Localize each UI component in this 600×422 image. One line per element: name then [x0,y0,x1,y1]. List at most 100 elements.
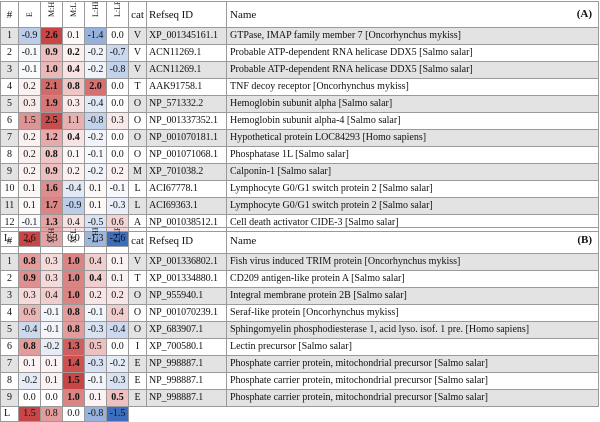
panel-label: (B) [577,234,592,246]
category-cell: E [128,389,147,407]
heat-cell: 0.4 [62,61,85,79]
header-col-3: L:HR [84,227,107,254]
heat-cell: 0.1 [40,355,63,373]
refseq-cell: NP_998887.1 [146,372,227,390]
row-index: 6 [0,338,19,356]
heat-cell: 0.2 [84,287,107,305]
category-cell: T [128,270,147,288]
header-row: # E M:HR M:LR L:HR L:LR cat Refseq ID Name (B) [0,227,599,254]
heat-cell: 1.2 [40,129,63,147]
row-index: 5 [0,95,19,113]
heat-cell: 0.3 [106,112,129,130]
heat-cell: 0.2 [62,163,85,181]
heat-cell: 0.0 [106,338,129,356]
column-label: M:LR [68,227,78,244]
refseq-cell: NP_001070239.1 [146,304,227,322]
name-cell: Hypothetical protein LOC84293 [Homo sapi… [226,129,599,147]
table-row: 5 0.3 1.9 0.3 -0.4 0.0 O NP_571332.2 Hemoglobin … [0,95,599,113]
header-col-2: M:LR [62,227,85,254]
row-index: 1 [0,27,19,45]
heat-cell: 1.5 [62,372,85,390]
refseq-cell: XP_701038.2 [146,163,227,181]
row-index: 1 [0,253,19,271]
refseq-cell: ACI69363.1 [146,197,227,215]
heat-cell: -0.4 [18,321,41,339]
legend-row: L 1.5 0.8 0.0 -0.8 -1.5 [0,406,599,422]
category-cell: V [128,61,147,79]
table-row: 3 0.3 0.4 1.0 0.2 0.2 O NP_955940.1 Integral mem… [0,287,599,305]
header-row: # E M:HR M:LR L:HR L:LR cat Refseq ID Name (A) [0,1,599,28]
category-cell: V [128,253,147,271]
heat-cell: 0.1 [62,27,85,45]
row-index: 9 [0,389,19,407]
heat-cell: -0.9 [18,27,41,45]
heat-cell: -0.2 [84,61,107,79]
panel-a-table: # E M:HR M:LR L:HR L:LR cat Refseq ID Name (A) 1 -0… [0,1,599,247]
legend-cell: 0.0 [62,406,85,422]
header-name: Name (A) [226,1,599,28]
table-row: 2 -0.1 0.9 0.2 -0.2 -0.7 V ACN11269.1 Probable A… [0,44,599,62]
heat-cell: 0.6 [18,304,41,322]
category-cell: O [128,321,147,339]
category-cell: E [128,372,147,390]
row-index: 11 [0,197,19,215]
table-row: 2 0.9 0.3 1.0 0.4 0.1 T XP_001334880.1 CD209 ant… [0,270,599,288]
heat-cell: 1.6 [40,180,63,198]
heat-cell: 1.3 [62,338,85,356]
heat-cell: -0.2 [84,129,107,147]
heat-cell: 0.8 [18,253,41,271]
heat-cell: 0.3 [40,270,63,288]
column-label: L:LR [112,227,122,244]
heat-cell: 2.6 [40,27,63,45]
table-row: 9 0.2 0.9 0.2 -0.2 0.2 M XP_701038.2 Calponin-1 … [0,163,599,181]
header-col-4: L:LR [106,227,129,254]
heat-cell: 0.1 [84,180,107,198]
header-refseq: Refseq ID [146,227,227,254]
heat-cell: -0.1 [40,304,63,322]
table-row: 5 -0.4 -0.1 0.8 -0.3 -0.4 O XP_683907.1 Sphingom… [0,321,599,339]
row-index: 7 [0,129,19,147]
refseq-cell: NP_955940.1 [146,287,227,305]
heat-cell: 0.4 [84,253,107,271]
heat-cell: -0.9 [62,197,85,215]
legend-cell: -0.8 [84,406,107,422]
refseq-cell: XP_700580.1 [146,338,227,356]
header-col-1: M:HR [40,227,63,254]
heat-cell: 0.1 [106,253,129,271]
heat-cell: -0.1 [18,44,41,62]
refseq-cell: XP_683907.1 [146,321,227,339]
heat-cell: 1.0 [62,389,85,407]
heat-cell: -0.4 [84,95,107,113]
header-col-4: L:LR [106,1,129,28]
category-cell: L [128,197,147,215]
refseq-cell: XP_001345161.1 [146,27,227,45]
heat-cell: -0.4 [62,180,85,198]
heat-cell: -0.1 [84,304,107,322]
heat-cell: 0.9 [40,163,63,181]
name-cell: Phosphate carrier protein, mitochondrial… [226,355,599,373]
legend-cell: 0.8 [40,406,63,422]
heat-cell: 0.8 [40,146,63,164]
table-row: 11 0.1 1.7 -0.9 0.1 -0.3 L ACI69363.1 Lymphocyte… [0,197,599,215]
heat-cell: 0.1 [18,355,41,373]
table-row: 7 0.1 0.1 1.4 -0.3 -0.2 E NP_998887.1 Phosphate … [0,355,599,373]
heat-cell: 0.2 [18,146,41,164]
name-cell: Phosphate carrier protein, mitochondrial… [226,372,599,390]
table-row: 4 0.2 2.1 0.8 2.0 0.0 T AAK91758.1 TNF decoy rec… [0,78,599,96]
table-row: 6 0.8 -0.2 1.3 0.5 0.0 I XP_700580.1 Lectin prec… [0,338,599,356]
heat-cell: 1.0 [62,287,85,305]
name-cell: Sphingomyelin phosphodiesterase 1, acid … [226,321,599,339]
category-cell: V [128,44,147,62]
heat-cell: 0.5 [84,338,107,356]
refseq-cell: NP_571332.2 [146,95,227,113]
column-label: E [24,12,34,17]
refseq-cell: NP_001337352.1 [146,112,227,130]
refseq-cell: ACI67778.1 [146,180,227,198]
table-row: 4 0.6 -0.1 0.8 -0.1 0.4 O NP_001070239.1 Seraf-l… [0,304,599,322]
refseq-cell: NP_998887.1 [146,355,227,373]
heat-cell: 0.8 [18,338,41,356]
name-cell: Lymphocyte G0/G1 switch protein 2 [Salmo… [226,197,599,215]
header-name-label: Name [230,8,257,21]
legend-spacer [128,406,599,422]
heat-cell: 1.7 [40,197,63,215]
